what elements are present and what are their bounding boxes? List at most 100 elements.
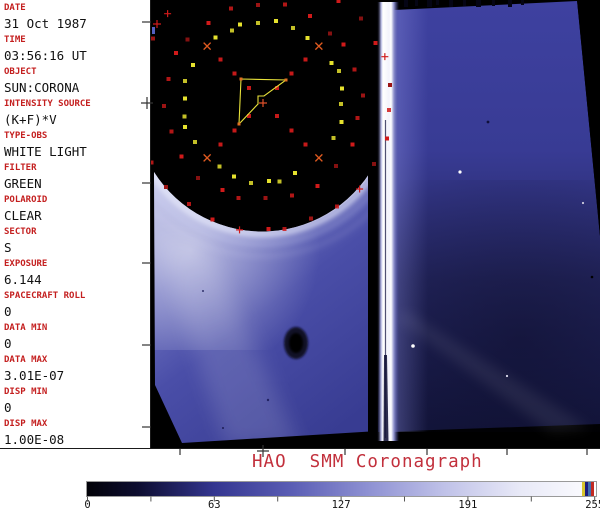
fiducial-dot	[309, 216, 314, 221]
fiducial-dot	[334, 204, 339, 209]
film-speck	[266, 398, 270, 402]
film-edge-mark	[152, 27, 155, 34]
field-label: DISP MAX	[4, 419, 48, 429]
field-label: POLAROID	[4, 195, 48, 205]
dark-blob-core	[289, 333, 303, 353]
triangle-node	[237, 122, 241, 126]
fiducial-dot	[289, 193, 294, 198]
fiducial-dot	[352, 67, 357, 72]
fiducial-dot	[307, 13, 312, 18]
fiducial-dot	[303, 57, 308, 62]
fiducial-dot	[183, 96, 188, 101]
field-label: TYPE-OBS	[4, 131, 48, 141]
field-value: GREEN	[4, 176, 42, 191]
metadata-field-data-max: DATA MAX 3.01E-07	[0, 355, 149, 387]
fiducial-dot	[338, 102, 343, 107]
fiducial-dot	[263, 195, 268, 200]
colorbar-tick-label: 191	[458, 499, 478, 511]
corner-shading	[383, 180, 600, 432]
field-value: WHITE LIGHT	[4, 144, 87, 159]
metadata-field-type-obs: TYPE-OBS WHITE LIGHT	[0, 131, 149, 163]
fiducial-dot	[162, 103, 167, 108]
field-label: DISP MIN	[4, 387, 48, 397]
colorbar-end-stripe	[582, 482, 585, 496]
fiducial-dot	[220, 188, 225, 193]
metadata-field-intensity-source: INTENSITY SOURCE (K+F)*V	[0, 99, 149, 131]
field-label: SPACECRAFT ROLL	[4, 291, 86, 301]
fiducial-dot	[303, 142, 308, 147]
field-value: CLEAR	[4, 208, 42, 223]
fiducial-dot	[371, 161, 376, 166]
metadata-panel: DATE 31 Oct 1987 TIME 03:56:16 UT OBJECT SUN:…	[0, 0, 149, 447]
fiducial-dot	[185, 37, 190, 42]
field-label: EXPOSURE	[4, 259, 48, 269]
fiducial-dot	[339, 86, 344, 91]
fiducial-dot	[229, 6, 234, 11]
fiducial-dot	[355, 116, 360, 121]
fiducial-dot	[387, 83, 392, 88]
field-label: TIME	[4, 35, 26, 45]
fiducial-dot	[341, 42, 346, 47]
sun-center-mark	[259, 99, 267, 107]
colorbar-tick-label: 255	[585, 499, 600, 511]
fiducial-dot	[275, 85, 280, 90]
field-label: DATA MAX	[4, 355, 48, 365]
fiducial-dot	[386, 107, 391, 112]
star-speck	[581, 201, 585, 205]
metadata-field-exposure: EXPOSURE 6.144	[0, 259, 149, 291]
fiducial-dot	[293, 171, 298, 176]
fiducial-dot	[186, 201, 191, 206]
fiducial-dot	[336, 0, 341, 4]
fiducial-x-mark	[314, 153, 323, 162]
fiducial-dot	[305, 35, 310, 40]
field-label: DATE	[4, 3, 26, 13]
fiducial-markers	[151, 0, 392, 234]
fiducial-dot	[238, 22, 243, 27]
fiducial-dot	[206, 20, 211, 25]
field-value: 1.00E-08	[4, 432, 65, 447]
light-ray	[155, 232, 300, 443]
fiducial-dot	[192, 139, 197, 144]
fiducial-dot	[328, 31, 333, 36]
fiducial-dot	[282, 227, 287, 232]
fiducial-dot	[151, 160, 154, 165]
star-speck	[411, 344, 415, 348]
fiducial-x-mark	[203, 153, 212, 162]
triangle-marker-nodes	[237, 77, 288, 126]
field-label: INTENSITY SOURCE	[4, 99, 91, 109]
field-label: OBJECT	[4, 67, 37, 77]
coronagraph-image	[151, 0, 600, 448]
star-speck	[458, 170, 462, 174]
fiducial-dot	[232, 71, 237, 76]
field-value: 6.144	[4, 272, 42, 287]
streak-seam-wide	[383, 355, 389, 441]
fiducial-dot	[333, 163, 338, 168]
film-speck	[486, 120, 490, 124]
fiducial-dot	[169, 129, 174, 134]
field-value: 31 Oct 1987	[4, 16, 87, 31]
field-label: FILTER	[4, 163, 37, 173]
fiducial-dot	[196, 176, 201, 181]
fiducial-plus	[381, 53, 389, 61]
fiducial-plus	[356, 185, 364, 193]
fiducial-dot	[266, 226, 271, 231]
fiducial-dot	[163, 184, 168, 189]
faint-ray	[396, 312, 590, 433]
fiducial-dot	[151, 36, 156, 41]
field-value: 3.01E-07	[4, 368, 65, 383]
colorbar-tick-label: 127	[331, 499, 351, 511]
fiducial-dot	[249, 181, 254, 186]
fiducial-dot	[350, 142, 355, 147]
fiducial-dot	[229, 28, 234, 33]
fiducial-dot	[283, 2, 288, 7]
colorbar-end-stripe	[585, 482, 588, 496]
fiducial-plus	[153, 20, 161, 28]
fiducial-dot	[232, 128, 237, 133]
metadata-field-data-min: DATA MIN 0	[0, 323, 149, 355]
star-speck	[590, 275, 594, 279]
field-label: DATA MIN	[4, 323, 48, 333]
fiducial-dot	[182, 114, 187, 119]
fiducial-x-mark	[203, 42, 212, 51]
fiducial-dot	[218, 57, 223, 62]
